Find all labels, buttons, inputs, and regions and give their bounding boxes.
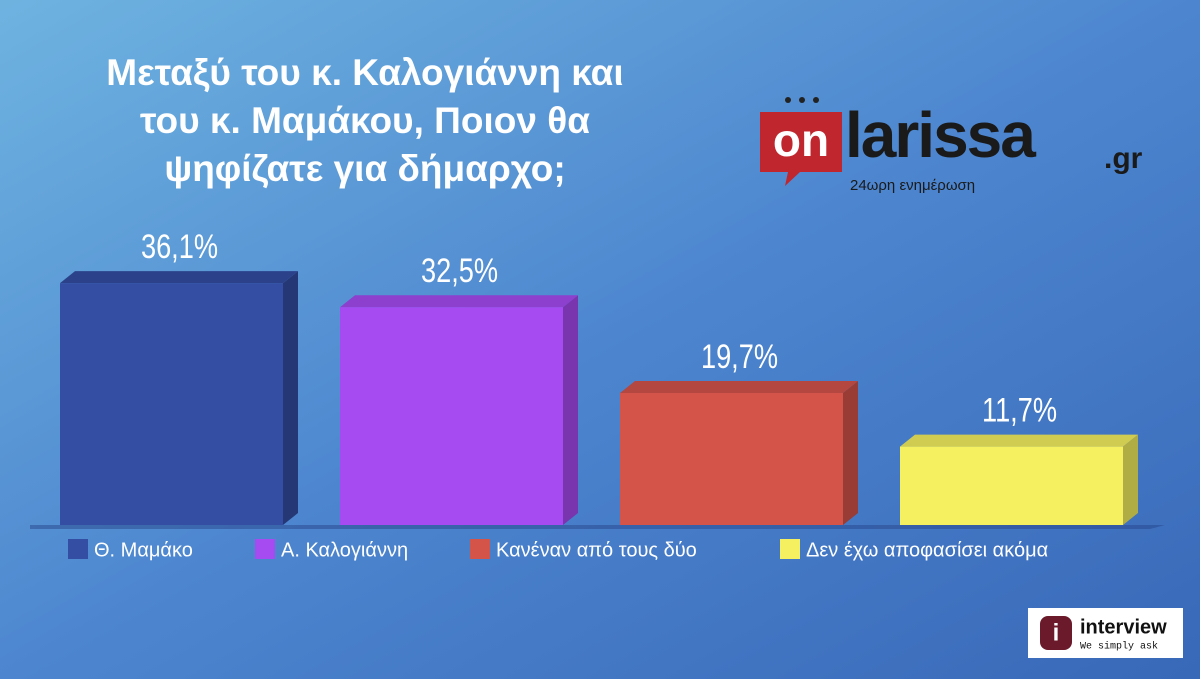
legend-swatch <box>470 539 490 559</box>
bar <box>60 283 283 525</box>
logo: on larissa .gr 24ωρη ενημέρωση <box>760 97 1143 194</box>
chart-title: Μεταξύ του κ. Καλογιάννη και <box>106 52 623 93</box>
pollster-icon-letter: i <box>1053 619 1060 646</box>
legend-label: Θ. Μαμάκο <box>94 539 193 561</box>
floor <box>30 525 1165 529</box>
bar-side <box>283 271 298 525</box>
bar <box>340 307 563 525</box>
value-label: 32,5% <box>421 251 498 290</box>
bar <box>900 446 1123 525</box>
bar-top <box>900 434 1138 447</box>
logo-badge <box>760 112 842 186</box>
legend-label: Κανέναν από τους δύο <box>496 539 697 561</box>
legend-swatch <box>255 539 275 559</box>
bar-side <box>563 295 578 525</box>
chart-title: ψηφίζατε για δήμαρχο; <box>164 148 565 189</box>
legend-label: Α. Καλογιάννη <box>281 539 408 561</box>
pollster-icon <box>1040 616 1072 650</box>
legend-swatch <box>780 539 800 559</box>
logo-dot <box>785 97 791 103</box>
pollster-logo: i interview We simply ask <box>1028 608 1183 658</box>
value-label: 11,7% <box>982 391 1057 430</box>
legend-swatch <box>68 539 88 559</box>
bar <box>620 393 843 525</box>
pollster-slogan: We simply ask <box>1080 641 1158 653</box>
logo-suffix: .gr <box>1104 142 1143 175</box>
legend-label: Δεν έχω αποφασίσει ακόμα <box>806 539 1048 561</box>
logo-tagline: 24ωρη ενημέρωση <box>850 177 975 194</box>
logo-dot <box>799 97 805 103</box>
pollster-name: interview <box>1080 616 1167 638</box>
logo-name: larissa <box>845 99 1036 171</box>
value-label: 19,7% <box>701 337 778 376</box>
bar-top <box>620 381 858 394</box>
bar-side <box>843 381 858 525</box>
logo-prefix: on <box>773 114 829 166</box>
bar-top <box>340 295 578 308</box>
chart-title: του κ. Μαμάκου, Ποιον θα <box>140 100 590 141</box>
value-label: 36,1% <box>141 227 218 266</box>
bar-side <box>1123 434 1138 525</box>
logo-dot <box>813 97 819 103</box>
bar-top <box>60 271 298 284</box>
